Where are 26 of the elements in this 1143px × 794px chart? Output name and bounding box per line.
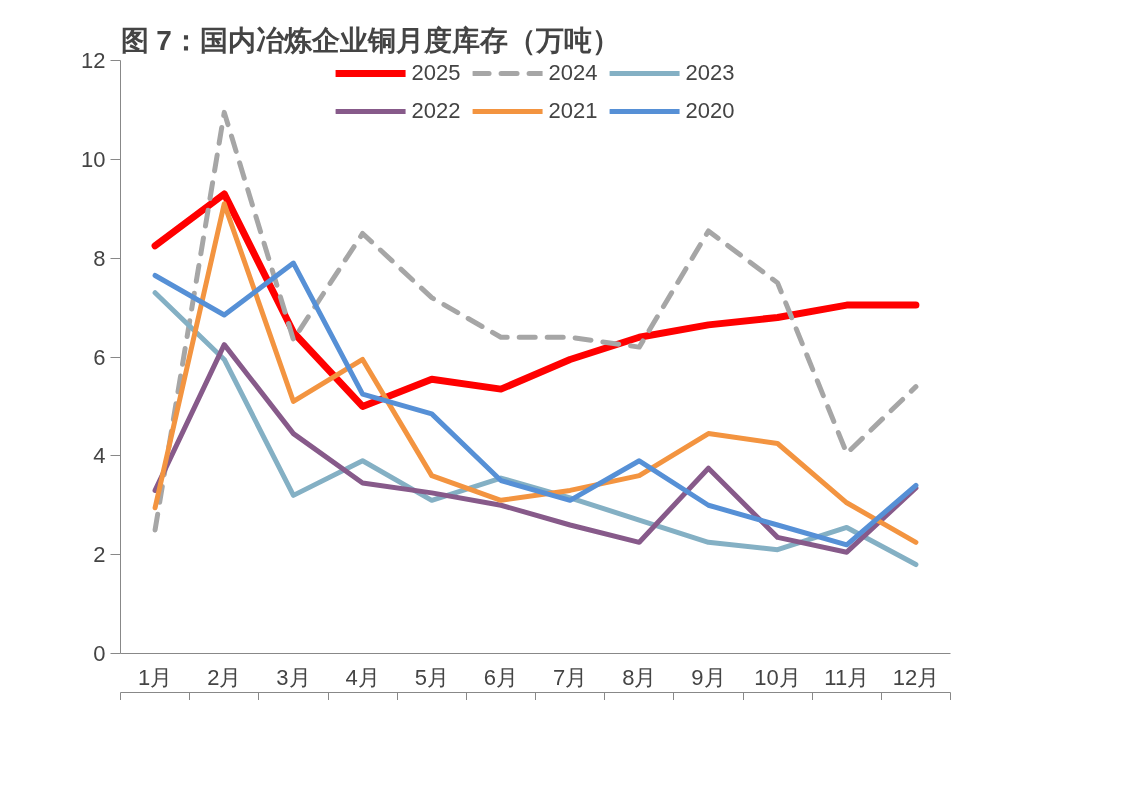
x-tick-label: 4月 [345,664,380,690]
legend-label: 2021 [548,98,598,124]
x-tick-label: 6月 [483,664,519,690]
x-tick-label: 1月 [137,664,173,690]
x-tick-label: 11月 [824,664,870,690]
chart-title: 图 7：国内冶炼企业铜月度库存（万吨） [120,24,620,56]
x-tick-label: 10月 [754,664,801,690]
y-tick-label: 10 [81,146,106,172]
legend-label: 2024 [548,60,598,86]
y-tick-label: 6 [93,344,106,370]
x-tick-label: 2月 [207,664,242,690]
y-tick-label: 12 [81,48,106,73]
y-tick-label: 8 [93,245,106,271]
legend-label: 2023 [685,60,735,86]
x-tick-label: 7月 [552,664,588,690]
x-tick-label: 5月 [414,664,449,690]
x-tick-label: 3月 [276,664,311,690]
x-tick-label: 12月 [892,664,940,690]
x-tick-label: 8月 [622,664,657,690]
y-tick-label: 4 [93,443,106,469]
legend-label: 2022 [411,98,461,124]
legend-label: 2025 [411,60,461,86]
y-tick-label: 0 [93,641,106,666]
x-tick-label: 9月 [691,664,726,690]
legend-label: 2020 [685,98,735,124]
y-tick-label: 2 [93,542,106,568]
